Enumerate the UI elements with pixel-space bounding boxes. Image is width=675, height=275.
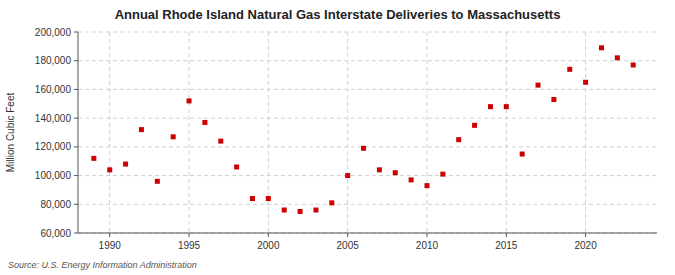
x-tick <box>189 233 190 237</box>
point <box>266 196 271 201</box>
x-tick <box>585 233 586 237</box>
point <box>329 200 334 205</box>
point <box>472 123 477 128</box>
point <box>298 209 303 214</box>
y-tick-label: 100,000 <box>35 170 72 181</box>
chart: Annual Rhode Island Natural Gas Intersta… <box>0 0 675 275</box>
x-tick <box>506 233 507 237</box>
x-tick-label: 2010 <box>416 240 439 251</box>
point <box>583 80 588 85</box>
y-grid-line <box>78 89 657 90</box>
y-tick <box>74 60 78 61</box>
x-tick <box>426 233 427 237</box>
point <box>393 170 398 175</box>
y-grid-line <box>78 118 657 119</box>
y-tick <box>74 32 78 33</box>
x-tick <box>109 233 110 237</box>
point <box>107 167 112 172</box>
point <box>250 196 255 201</box>
y-tick <box>74 175 78 176</box>
point <box>345 173 350 178</box>
x-grid-line <box>585 32 586 233</box>
y-tick-label: 120,000 <box>35 141 72 152</box>
title: Annual Rhode Island Natural Gas Intersta… <box>115 7 561 22</box>
grid <box>78 32 657 233</box>
y-grid-line <box>78 233 657 234</box>
point <box>377 167 382 172</box>
x-grid-line <box>426 32 427 233</box>
point <box>409 177 414 182</box>
y-tick <box>74 204 78 205</box>
point <box>155 179 160 184</box>
y-axis-label: Million Cubic Feet <box>5 93 16 173</box>
point <box>171 134 176 139</box>
point <box>520 152 525 157</box>
y-grid-line <box>78 32 657 33</box>
x-tick-label: 2020 <box>574 240 597 251</box>
point <box>504 104 509 109</box>
y-tick-label: 80,000 <box>40 199 71 210</box>
x-axis-line <box>78 233 657 234</box>
y-grid-line <box>78 204 657 205</box>
point <box>615 55 620 60</box>
x-tick-label: 2000 <box>257 240 280 251</box>
y-grid-line <box>78 60 657 61</box>
x-grid-line <box>347 32 348 233</box>
y-tick-label: 180,000 <box>35 55 72 66</box>
x-grid-line <box>268 32 269 233</box>
point <box>456 137 461 142</box>
y-tick-label: 60,000 <box>40 228 71 239</box>
x-grid-line <box>189 32 190 233</box>
x-tick <box>347 233 348 237</box>
y-tick-label: 200,000 <box>35 27 72 38</box>
point <box>631 63 636 68</box>
y-grid-line <box>78 175 657 176</box>
axes: 60,000 80,000 100,000 120,000 140,000 160,000… <box>35 27 657 252</box>
x-tick-label: 1990 <box>99 240 122 251</box>
y-tick-label: 140,000 <box>35 113 72 124</box>
point <box>282 208 287 213</box>
point <box>187 98 192 103</box>
point <box>551 97 556 102</box>
background <box>0 0 675 275</box>
point <box>440 172 445 177</box>
point <box>234 164 239 169</box>
y-tick <box>74 146 78 147</box>
point <box>424 183 429 188</box>
point <box>313 208 318 213</box>
point <box>567 67 572 72</box>
points <box>91 45 635 214</box>
x-tick <box>268 233 269 237</box>
point <box>202 120 207 125</box>
source-note: Source: U.S. Energy Information Administ… <box>8 260 197 270</box>
point <box>218 139 223 144</box>
point <box>123 162 128 167</box>
point <box>91 156 96 161</box>
y-tick-label: 160,000 <box>35 84 72 95</box>
y-tick <box>74 89 78 90</box>
y-tick <box>74 118 78 119</box>
x-grid-line <box>109 32 110 233</box>
x-tick-label: 2015 <box>495 240 518 251</box>
point <box>139 127 144 132</box>
point <box>361 146 366 151</box>
point <box>536 83 541 88</box>
y-axis-line <box>78 32 79 233</box>
x-tick-label: 2005 <box>337 240 360 251</box>
x-grid-line <box>506 32 507 233</box>
x-tick-label: 1995 <box>178 240 201 251</box>
y-grid-line <box>78 146 657 147</box>
y-tick <box>74 233 78 234</box>
point <box>488 104 493 109</box>
point <box>599 45 604 50</box>
